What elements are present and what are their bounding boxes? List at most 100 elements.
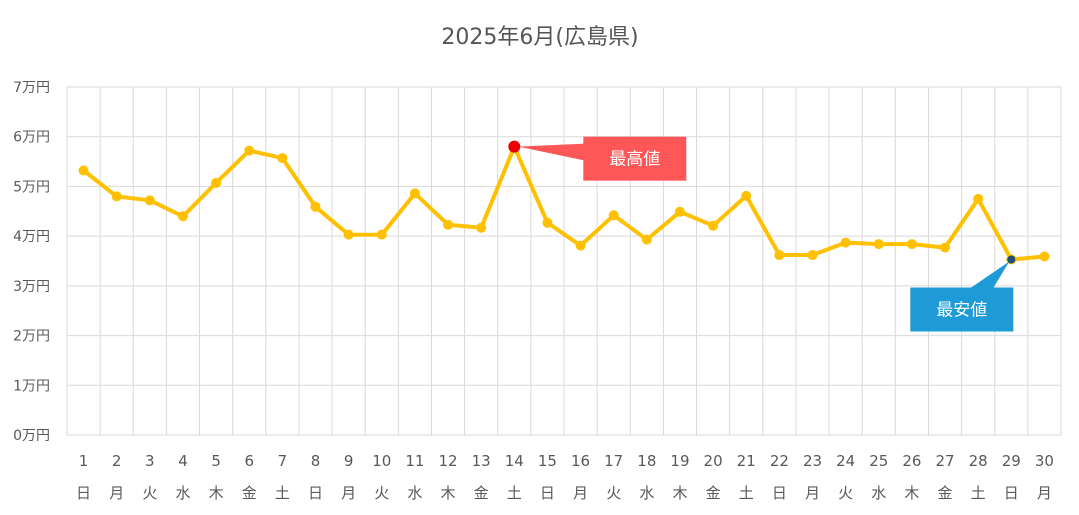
x-tick-day-label: 5 (211, 452, 221, 470)
x-tick-weekday-label: 月 (805, 484, 820, 502)
x-tick-weekday-label: 水 (639, 484, 654, 502)
x-tick-day-label: 6 (244, 452, 254, 470)
x-tick-day-label: 20 (704, 452, 723, 470)
data-point (873, 239, 884, 250)
x-tick-weekday-label: 月 (109, 484, 124, 502)
chart-title: 2025年6月(広島県) (441, 25, 638, 50)
x-tick-weekday-label: 水 (175, 484, 190, 502)
x-tick-day-label: 4 (178, 452, 188, 470)
x-tick-weekday-label: 月 (573, 484, 588, 502)
data-point (641, 234, 652, 245)
x-tick-weekday-label: 土 (275, 484, 290, 502)
data-point (310, 201, 321, 212)
data-point (1039, 251, 1050, 262)
x-tick-weekday-label: 火 (142, 484, 157, 502)
data-point (78, 165, 89, 176)
x-tick-day-label: 30 (1035, 452, 1054, 470)
x-tick-day-label: 25 (869, 452, 888, 470)
x-tick-weekday-label: 土 (507, 484, 522, 502)
x-tick-day-label: 29 (1002, 452, 1021, 470)
data-point (608, 210, 619, 221)
x-tick-day-label: 12 (438, 452, 457, 470)
x-tick-weekday-label: 日 (540, 484, 555, 502)
x-tick-weekday-label: 木 (441, 484, 456, 502)
x-tick-weekday-label: 土 (971, 484, 986, 502)
x-tick-weekday-label: 木 (209, 484, 224, 502)
y-tick-label: 6万円 (13, 130, 50, 146)
x-tick-day-label: 7 (278, 452, 288, 470)
series-price (78, 141, 1050, 265)
callout-pointer (518, 143, 586, 161)
x-tick-day-label: 10 (372, 452, 391, 470)
callout-box (583, 136, 687, 181)
x-tick-day-label: 2 (112, 452, 122, 470)
y-tick-label: 1万円 (13, 378, 50, 394)
x-tick-day-label: 22 (770, 452, 789, 470)
y-tick-label: 0万円 (13, 428, 50, 444)
x-tick-weekday-label: 日 (308, 484, 323, 502)
x-tick-day-label: 24 (836, 452, 855, 470)
data-point (840, 237, 851, 248)
x-tick-weekday-label: 日 (772, 484, 787, 502)
x-tick-weekday-label: 火 (838, 484, 853, 502)
data-point (443, 219, 454, 230)
x-tick-day-label: 23 (803, 452, 822, 470)
x-tick-weekday-label: 月 (341, 484, 356, 502)
callout-pointer (968, 261, 1010, 290)
data-point (940, 242, 951, 253)
x-tick-weekday-label: 木 (904, 484, 919, 502)
x-axis-ticks: 1日2月3火4水5木6金7土8日9月10火11水12木13金14土15日16月1… (76, 452, 1054, 502)
x-tick-day-label: 3 (145, 452, 155, 470)
series-line (81, 144, 1047, 262)
data-point (111, 191, 122, 202)
callout-label: 最安値 (936, 301, 987, 321)
y-axis-ticks: 0万円 1万円 2万円 3万円 4万円 5万円 6万円 7万円 (13, 80, 50, 444)
x-tick-day-label: 27 (935, 452, 954, 470)
data-point (674, 206, 685, 217)
x-tick-day-label: 28 (969, 452, 988, 470)
x-tick-day-label: 18 (637, 452, 656, 470)
y-tick-label: 5万円 (13, 179, 50, 195)
x-tick-day-label: 14 (505, 452, 524, 470)
x-tick-day-label: 26 (902, 452, 921, 470)
data-point (211, 177, 222, 188)
x-tick-weekday-label: 月 (1037, 484, 1052, 502)
data-point (277, 153, 288, 164)
data-point (244, 145, 255, 156)
x-tick-weekday-label: 金 (242, 484, 257, 502)
x-tick-day-label: 8 (311, 452, 321, 470)
grid (66, 86, 1062, 436)
data-point (409, 188, 420, 199)
callout-box (910, 287, 1014, 332)
x-tick-weekday-label: 金 (938, 484, 953, 502)
data-point (973, 193, 984, 204)
data-point (906, 239, 917, 250)
data-point (708, 220, 719, 231)
y-tick-label: 2万円 (13, 329, 50, 345)
x-tick-weekday-label: 水 (871, 484, 886, 502)
data-point (807, 250, 818, 261)
x-tick-day-label: 17 (604, 452, 623, 470)
callout-marker (1007, 255, 1016, 264)
x-tick-weekday-label: 金 (706, 484, 721, 502)
x-tick-weekday-label: 水 (407, 484, 422, 502)
x-tick-day-label: 9 (344, 452, 354, 470)
data-point (343, 229, 354, 240)
data-point (542, 217, 553, 228)
x-tick-day-label: 19 (670, 452, 689, 470)
data-point (741, 190, 752, 201)
x-tick-weekday-label: 日 (76, 484, 91, 502)
x-tick-day-label: 1 (79, 452, 89, 470)
x-tick-day-label: 21 (737, 452, 756, 470)
x-tick-day-label: 16 (571, 452, 590, 470)
x-tick-day-label: 11 (405, 452, 424, 470)
x-tick-weekday-label: 日 (1004, 484, 1019, 502)
data-point (376, 229, 387, 240)
y-tick-label: 3万円 (13, 279, 50, 295)
data-point (476, 222, 487, 233)
x-tick-weekday-label: 土 (739, 484, 754, 502)
data-point (774, 250, 785, 261)
x-tick-weekday-label: 金 (474, 484, 489, 502)
